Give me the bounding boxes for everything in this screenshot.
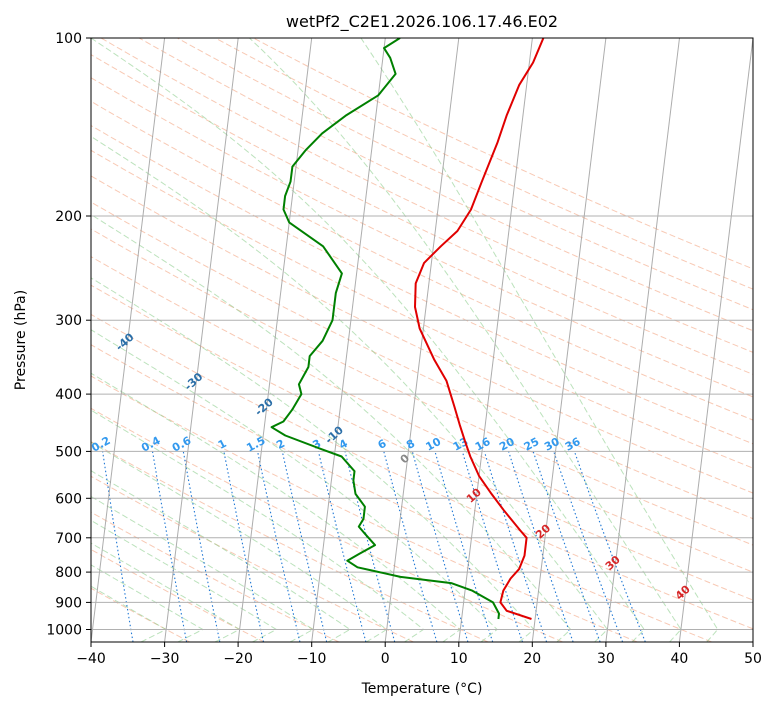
dry-adiabat-line — [177, 38, 753, 311]
x-axis-label: Temperature (°C) — [361, 681, 483, 697]
chart-title: wetPf2_C2E1.2026.106.17.46.E02 — [286, 12, 558, 32]
moist-adiabat-line — [249, 38, 682, 642]
dry-adiabat-line — [91, 54, 753, 375]
y-tick-label: 200 — [55, 209, 82, 225]
moist-adiabat-line — [91, 519, 278, 642]
dry-adiabat-line — [91, 256, 753, 573]
mixing-ratio-line — [532, 451, 601, 642]
x-tick-label: −10 — [297, 651, 327, 667]
isotherm-line — [164, 38, 239, 642]
x-tick-label: 50 — [744, 651, 762, 667]
x-tick-label: 0 — [381, 651, 390, 667]
dry-adiabats — [91, 38, 753, 642]
isotherm-line — [458, 38, 533, 642]
isotherms — [91, 38, 753, 642]
x-tick-label: 30 — [597, 651, 615, 667]
mixing-ratio-line — [223, 451, 265, 642]
isotherm-line — [605, 38, 680, 642]
isotherm-line — [311, 38, 386, 642]
moist-adiabat-line — [91, 495, 315, 642]
moist-adiabat-line — [91, 277, 535, 642]
mixing-ratio-label: 36 — [563, 435, 583, 454]
y-tick-label: 900 — [55, 595, 82, 611]
moist-adiabat-line — [91, 38, 645, 642]
isotherm-line — [531, 38, 607, 642]
moist-adiabat-line — [360, 38, 719, 642]
y-tick-label: 100 — [55, 31, 82, 47]
mixing-ratio-line — [102, 451, 134, 642]
isobars — [91, 38, 753, 630]
moist-adiabat-line — [91, 441, 388, 642]
dry-adiabat-line — [91, 511, 340, 642]
isotherm-label: -50 — [45, 285, 69, 308]
dry-adiabat-line — [91, 77, 753, 398]
dry-adiabat-line — [91, 441, 489, 642]
mixing-ratio-label: 20 — [497, 435, 517, 454]
x-axis: −40 −30 −20 −10 0 10 20 30 40 50 — [76, 642, 762, 667]
moist-adiabat-line — [91, 409, 425, 642]
mixing-ratio-line — [461, 451, 524, 642]
isotherm-line — [678, 38, 753, 642]
isotherm-label: -60 — [0, 239, 1, 262]
y-tick-label: 700 — [55, 531, 82, 547]
mixing-ratio-line — [508, 451, 574, 642]
mixing-ratio-line — [553, 451, 624, 642]
dry-adiabat-line — [91, 124, 753, 445]
isotherm-line — [752, 637, 753, 642]
mixing-ratio-line — [434, 451, 494, 642]
moist-adiabat-line — [91, 213, 572, 642]
mixing-ratio-label: 16 — [473, 435, 493, 454]
mixing-ratio-label: 30 — [542, 435, 562, 454]
dry-adiabat-line — [100, 38, 753, 353]
dry-adiabat-line — [91, 175, 753, 494]
mixing-ratio-line — [182, 451, 221, 642]
x-tick-label: 40 — [670, 651, 688, 667]
moist-adiabat-line — [91, 542, 241, 642]
dry-adiabat-line — [91, 344, 712, 642]
moist-adiabat-line — [91, 329, 498, 642]
x-tick-label: 10 — [450, 651, 468, 667]
x-tick-label: −30 — [150, 651, 180, 667]
y-axis: 100 200 300 400 500 600 700 800 900 1000 — [46, 31, 91, 639]
x-tick-label: 20 — [523, 651, 541, 667]
y-tick-label: 1000 — [46, 623, 82, 639]
mixing-ratio-line — [411, 451, 469, 642]
y-tick-label: 800 — [55, 565, 82, 581]
mixing-ratio-label: 25 — [522, 435, 542, 454]
mixing-ratio-line — [257, 451, 301, 642]
mixing-ratio-line — [317, 451, 367, 642]
mixing-ratio-line — [151, 451, 188, 642]
mixing-ratio-label: 10 — [424, 435, 444, 454]
dry-adiabat-line — [91, 284, 753, 601]
y-tick-label: 300 — [55, 313, 82, 329]
dry-adiabat-line — [91, 228, 753, 546]
temperature-line — [414, 38, 545, 620]
y-tick-label: 600 — [55, 491, 82, 507]
mixing-ratio-line — [383, 451, 438, 642]
mixing-ratio-line — [281, 451, 328, 642]
isotherm-line — [384, 38, 460, 642]
x-tick-label: −40 — [76, 651, 106, 667]
x-tick-label: −20 — [223, 651, 253, 667]
dry-adiabat-line — [91, 201, 753, 520]
profile-series — [270, 38, 545, 620]
plot-frame — [90, 37, 754, 643]
y-tick-label: 500 — [55, 444, 82, 460]
y-tick-label: 400 — [55, 387, 82, 403]
dry-adiabat-line — [91, 375, 638, 642]
y-axis-label: Pressure (hPa) — [13, 290, 29, 390]
dry-adiabat-line — [91, 100, 753, 421]
mixing-ratio-line — [483, 451, 548, 642]
dry-adiabat-line — [215, 38, 753, 290]
isotherm-line — [91, 38, 166, 642]
isotherm-line — [237, 38, 313, 642]
dry-adiabat-line — [91, 313, 753, 630]
moist-adiabat-line — [91, 372, 462, 642]
dewpoint-line — [270, 38, 500, 620]
mixing-ratio-label: 13 — [451, 435, 471, 454]
